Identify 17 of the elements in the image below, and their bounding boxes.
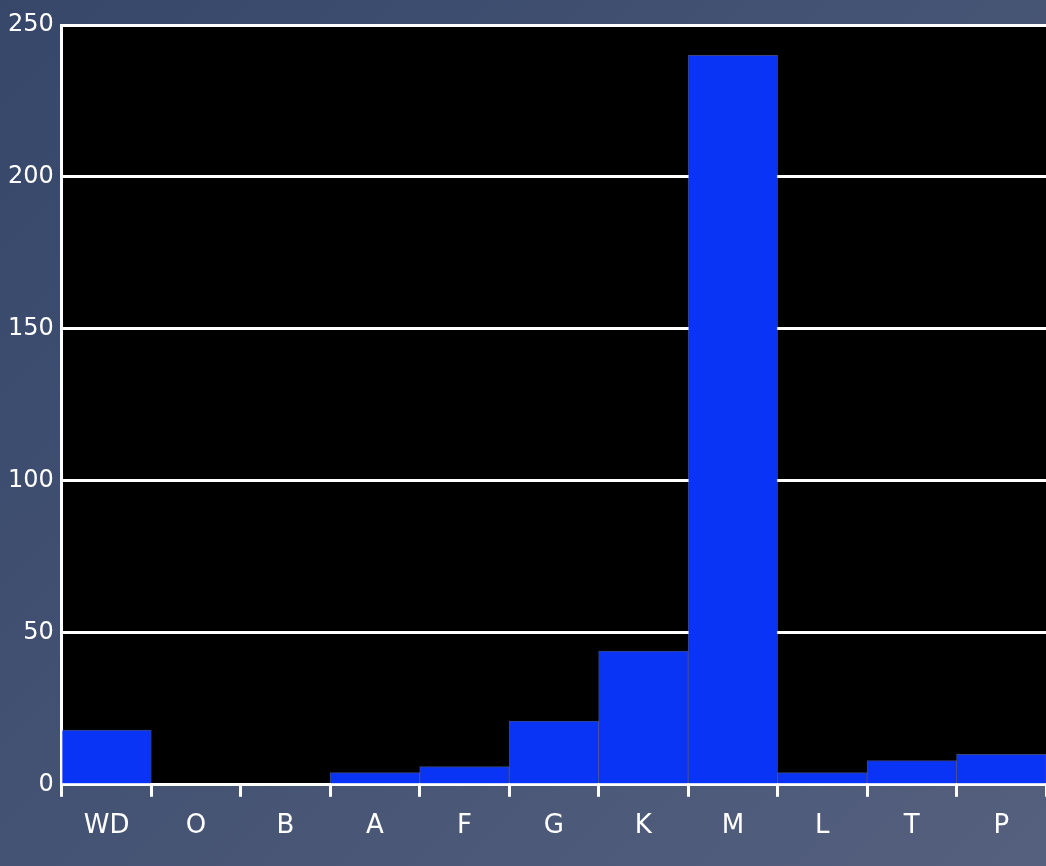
x-tick-label: WD: [83, 809, 130, 840]
x-tick-label: P: [993, 809, 1010, 840]
y-tick-label: 200: [8, 161, 54, 190]
y-tick-label: 150: [8, 313, 54, 342]
x-tick-label: L: [815, 809, 831, 840]
x-tick-label: O: [185, 809, 207, 840]
x-tick-label: F: [456, 809, 472, 840]
y-tick-label: 250: [8, 9, 54, 38]
x-tick-label: B: [276, 809, 295, 840]
y-tick-label: 100: [8, 465, 54, 494]
x-tick-label: T: [902, 809, 920, 840]
x-tick-label: G: [543, 809, 564, 840]
y-tick-label: 50: [23, 617, 54, 646]
x-tick-label: K: [634, 809, 653, 840]
y-tick-label: 0: [38, 769, 54, 798]
x-tick-label: M: [721, 809, 745, 840]
x-tick-label: A: [366, 809, 385, 840]
